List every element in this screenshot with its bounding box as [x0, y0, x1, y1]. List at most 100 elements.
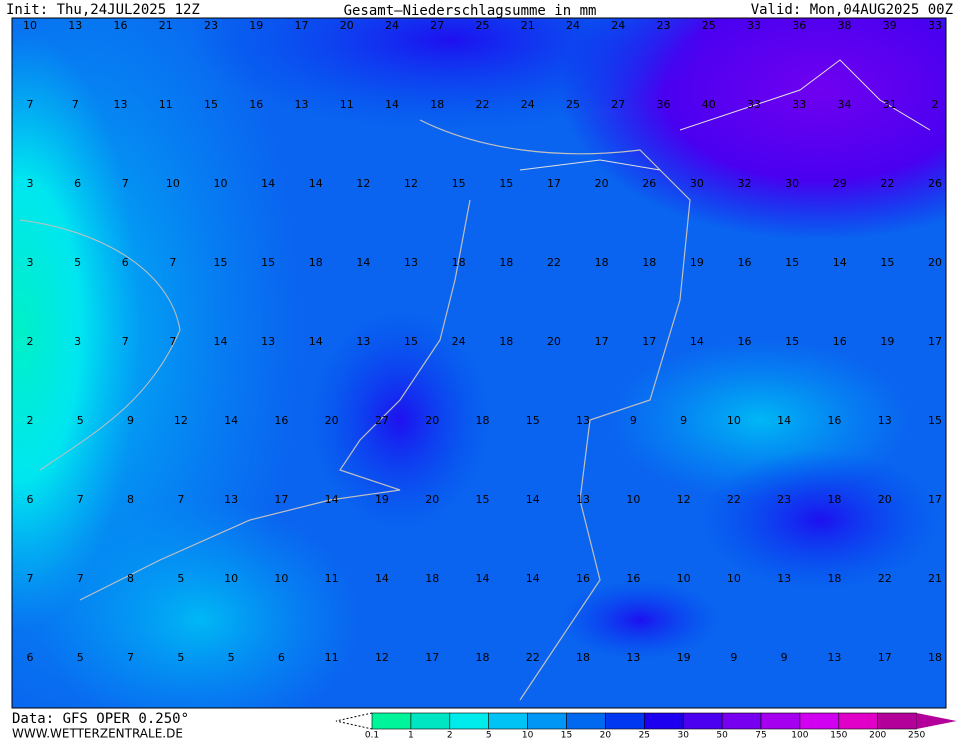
grid-value: 19: [375, 493, 389, 506]
grid-value: 16: [114, 19, 128, 32]
grid-value: 11: [340, 98, 354, 111]
grid-value: 18: [595, 256, 609, 269]
grid-value: 20: [325, 414, 339, 427]
grid-value: 22: [880, 177, 894, 190]
grid-value: 24: [521, 98, 535, 111]
grid-value: 6: [74, 177, 81, 190]
grid-value: 16: [737, 256, 751, 269]
grid-value: 30: [785, 177, 799, 190]
grid-value: 13: [114, 98, 128, 111]
grid-value: 15: [928, 414, 942, 427]
legend-label: 30: [677, 731, 689, 741]
grid-value: 13: [261, 335, 275, 348]
legend-arrow-left: [335, 712, 373, 730]
grid-value: 24: [566, 19, 580, 32]
grid-value: 5: [74, 256, 81, 269]
grid-value: 25: [702, 19, 716, 32]
grid-value: 15: [214, 256, 228, 269]
grid-value: 13: [404, 256, 418, 269]
grid-value: 18: [499, 335, 513, 348]
grid-value: 13: [777, 572, 791, 585]
grid-value: 20: [928, 256, 942, 269]
grid-value: 13: [827, 651, 841, 664]
grid-value: 33: [747, 98, 761, 111]
grid-value: 20: [595, 177, 609, 190]
grid-value: 20: [547, 335, 561, 348]
grid-value: 5: [177, 572, 184, 585]
legend-box: [605, 712, 645, 730]
map-frame: [11, 17, 947, 709]
grid-value: 20: [340, 19, 354, 32]
legend-box: [838, 712, 878, 730]
grid-value: 39: [883, 19, 897, 32]
grid-value: 29: [833, 177, 847, 190]
grid-value: 12: [375, 651, 389, 664]
grid-value: 20: [878, 493, 892, 506]
grid-value: 12: [356, 177, 370, 190]
grid-value: 23: [777, 493, 791, 506]
data-source: Data: GFS OPER 0.250°: [12, 711, 189, 727]
grid-value: 16: [576, 572, 590, 585]
grid-value: 15: [204, 98, 218, 111]
grid-value: 26: [642, 177, 656, 190]
grid-value: 10: [166, 177, 180, 190]
grid-value: 13: [576, 493, 590, 506]
grid-value: 8: [127, 493, 134, 506]
legend-box: [799, 712, 840, 730]
grid-value: 15: [785, 256, 799, 269]
grid-value: 2: [27, 335, 34, 348]
grid-value: 24: [611, 19, 625, 32]
legend-box: [877, 712, 917, 730]
grid-value: 14: [690, 335, 704, 348]
grid-value: 14: [356, 256, 370, 269]
grid-value: 23: [657, 19, 671, 32]
legend-label: 75: [755, 731, 766, 741]
grid-value: 38: [838, 19, 852, 32]
grid-value: 10: [626, 493, 640, 506]
grid-value: 13: [356, 335, 370, 348]
grid-value: 9: [781, 651, 788, 664]
grid-value: 32: [737, 177, 751, 190]
grid-value: 21: [928, 572, 942, 585]
grid-value: 10: [214, 177, 228, 190]
grid-value: 22: [727, 493, 741, 506]
grid-value: 7: [72, 98, 79, 111]
grid-value: 15: [880, 256, 894, 269]
grid-value: 10: [23, 19, 37, 32]
grid-value: 36: [792, 19, 806, 32]
grid-value: 17: [274, 493, 288, 506]
grid-value: 17: [928, 493, 942, 506]
grid-value: 18: [476, 651, 490, 664]
grid-value: 30: [690, 177, 704, 190]
grid-value: 2: [932, 98, 939, 111]
grid-value: 17: [295, 19, 309, 32]
grid-value: 18: [827, 493, 841, 506]
grid-value: 20: [425, 493, 439, 506]
grid-value: 14: [309, 335, 323, 348]
grid-value: 14: [224, 414, 238, 427]
grid-value: 17: [425, 651, 439, 664]
grid-value: 9: [680, 414, 687, 427]
grid-value: 11: [159, 98, 173, 111]
grid-value: 15: [404, 335, 418, 348]
grid-value: 31: [883, 98, 897, 111]
legend-box: [410, 712, 451, 730]
grid-value: 14: [214, 335, 228, 348]
grid-value: 8: [127, 572, 134, 585]
legend-box: [371, 712, 412, 730]
grid-value: 19: [249, 19, 263, 32]
grid-value: 18: [425, 572, 439, 585]
legend-label: 25: [639, 731, 650, 741]
grid-value: 14: [385, 98, 399, 111]
grid-value: 17: [595, 335, 609, 348]
grid-value: 22: [526, 651, 540, 664]
grid-value: 19: [690, 256, 704, 269]
grid-value: 18: [476, 414, 490, 427]
legend-label: 15: [561, 731, 572, 741]
legend-box: [760, 712, 801, 730]
grid-value: 34: [838, 98, 852, 111]
grid-value: 25: [566, 98, 580, 111]
grid-value: 13: [68, 19, 82, 32]
legend-label: 200: [869, 731, 886, 741]
grid-value: 17: [547, 177, 561, 190]
